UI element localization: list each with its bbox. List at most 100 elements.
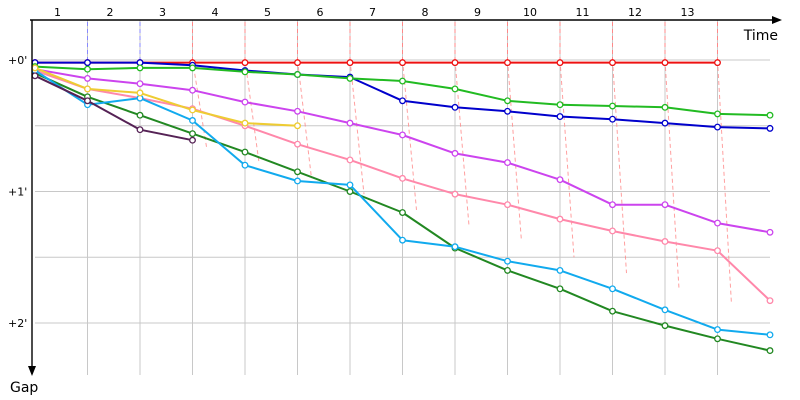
y-tick-label: +1' (8, 186, 27, 199)
x-tick-label: 13 (681, 6, 695, 19)
data-point (504, 257, 511, 265)
data-point (451, 103, 459, 111)
transition-slant-line (454, 59, 470, 226)
data-point (189, 86, 196, 94)
data-point (609, 201, 616, 209)
series-line-7 (34, 66, 298, 127)
data-point (766, 228, 774, 236)
data-point (661, 119, 669, 127)
data-point (451, 149, 459, 157)
data-point (661, 59, 669, 67)
transition-slant-line (349, 59, 365, 195)
data-point (294, 177, 301, 185)
x-tick-label: 4 (212, 6, 219, 19)
y-tick-label: +0' (8, 54, 27, 67)
data-point (661, 238, 669, 245)
data-point (609, 115, 616, 123)
x-axis-title: Time (743, 28, 778, 44)
data-point (714, 219, 721, 227)
data-point (714, 110, 721, 118)
data-point (556, 266, 564, 274)
x-axis-arrow-icon (772, 16, 782, 24)
data-point (451, 190, 459, 198)
y-tick-label: +2' (8, 317, 27, 330)
data-point (346, 119, 354, 127)
transition-slant-line (559, 59, 575, 258)
data-point (504, 107, 511, 115)
transition-slant-line (612, 59, 627, 274)
y-axis-arrow-icon (28, 366, 36, 376)
data-point (136, 89, 144, 97)
data-point (136, 64, 144, 72)
data-point (294, 122, 301, 130)
transition-slant-line (507, 59, 522, 242)
data-point (556, 113, 564, 120)
data-point (504, 159, 511, 167)
data-point (189, 117, 196, 124)
x-tick-label: 10 (523, 6, 537, 19)
data-point (556, 176, 564, 184)
data-point (189, 130, 196, 138)
data-point (136, 111, 144, 119)
data-point (661, 306, 669, 314)
data-point (241, 161, 249, 169)
grid-layer (35, 20, 770, 375)
data-point (189, 136, 196, 144)
data-point (241, 68, 249, 76)
data-point (241, 98, 249, 106)
x-tick-label: 11 (576, 6, 590, 19)
x-tick-label: 8 (422, 6, 429, 19)
transition-slant-line (717, 59, 732, 305)
axis-layer (28, 16, 782, 376)
series-layer (31, 59, 774, 355)
data-point (346, 156, 354, 164)
data-point (84, 97, 91, 105)
data-point (241, 119, 249, 127)
data-point (766, 111, 774, 119)
transition-slant-line (192, 59, 207, 147)
data-point (609, 102, 616, 110)
x-tick-label: 7 (369, 6, 376, 19)
data-point (84, 74, 91, 82)
transition-slant-line (297, 59, 312, 179)
data-point (241, 59, 249, 67)
data-point (766, 347, 774, 355)
data-point (609, 227, 616, 235)
data-point (766, 331, 774, 339)
data-point (504, 266, 511, 274)
data-point (346, 181, 354, 189)
data-point (451, 243, 459, 251)
data-point (714, 326, 721, 334)
data-point (556, 285, 564, 293)
data-point (609, 307, 616, 315)
data-point (136, 126, 144, 134)
x-tick-label: 9 (474, 6, 481, 19)
data-point (294, 71, 301, 78)
data-point (766, 124, 774, 132)
data-point (399, 174, 406, 182)
data-point (556, 59, 564, 67)
x-tick-label: 6 (317, 6, 324, 19)
data-point (399, 77, 406, 85)
data-point (31, 72, 39, 80)
data-point (609, 285, 616, 293)
x-tick-label: 1 (54, 6, 61, 19)
data-point (609, 59, 616, 67)
data-point (504, 59, 511, 67)
data-point (714, 123, 721, 131)
data-point (31, 64, 39, 72)
y-axis-title: Gap (10, 380, 38, 396)
data-point (189, 64, 196, 72)
data-point (136, 80, 144, 88)
x-tick-label: 2 (107, 6, 114, 19)
data-point (241, 148, 249, 156)
data-point (556, 215, 564, 223)
data-point (661, 201, 669, 209)
data-point (346, 188, 354, 195)
data-point (504, 97, 511, 105)
data-point (399, 209, 406, 216)
data-point (399, 236, 406, 244)
data-point (451, 59, 459, 67)
transition-slant-line (244, 59, 260, 163)
